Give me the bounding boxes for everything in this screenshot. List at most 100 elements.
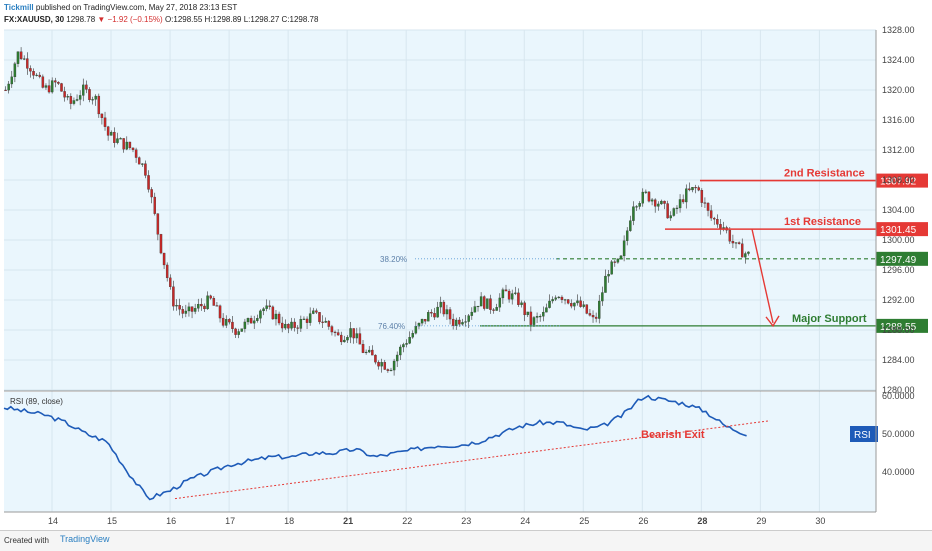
candle-body xyxy=(147,175,150,190)
candle-body xyxy=(274,313,278,320)
candle-body xyxy=(405,343,408,345)
candle-body xyxy=(731,241,735,244)
candle-body xyxy=(178,305,181,310)
candle-body xyxy=(109,131,113,136)
candle-body xyxy=(38,74,41,77)
candle-body xyxy=(448,309,452,320)
y-tick-label: 1304.00 xyxy=(882,205,915,215)
price-tag-label: 1307.92 xyxy=(880,177,917,188)
candle-body xyxy=(532,317,536,325)
candle-body xyxy=(156,213,160,235)
candle-body xyxy=(4,89,7,91)
ohlc-open: O:1298.55 xyxy=(164,15,203,24)
candle-body xyxy=(346,337,349,341)
x-tick-label: 15 xyxy=(107,516,117,526)
candle-body xyxy=(588,313,592,316)
candle-body xyxy=(554,297,557,300)
candle-body xyxy=(69,96,73,104)
candle-body xyxy=(427,312,430,322)
candle-body xyxy=(137,157,141,165)
candle-body xyxy=(358,333,362,345)
candle-body xyxy=(181,309,184,314)
candle-body xyxy=(327,320,331,327)
candle-body xyxy=(212,298,216,306)
candle-body xyxy=(545,307,548,313)
candle-body xyxy=(557,296,561,299)
candle-body xyxy=(638,203,641,207)
candle-body xyxy=(343,339,346,343)
candle-body xyxy=(657,203,660,207)
candle-body xyxy=(467,315,470,322)
candle-body xyxy=(355,333,359,339)
chart-header: Tickmill published on TradingView.com, M… xyxy=(0,0,932,26)
candle-body xyxy=(169,277,172,287)
candle-body xyxy=(380,362,383,367)
candle-body xyxy=(234,328,237,335)
candle-body xyxy=(175,305,178,307)
candle-body xyxy=(256,318,259,321)
candle-body xyxy=(228,319,231,323)
rsi-badge xyxy=(850,426,878,442)
candle-body xyxy=(498,297,502,308)
y-tick-label: 1284.00 xyxy=(882,355,915,365)
candle-body xyxy=(113,131,116,143)
candle-body xyxy=(613,261,617,263)
candle-body xyxy=(566,299,570,304)
candle-body xyxy=(63,91,66,98)
candle-body xyxy=(361,343,365,353)
candle-body xyxy=(106,126,110,136)
candle-body xyxy=(464,321,467,323)
candle-body xyxy=(445,309,449,315)
x-tick-label: 25 xyxy=(579,516,589,526)
candle-body xyxy=(653,199,657,207)
candle-body xyxy=(523,302,526,316)
candle-body xyxy=(535,316,539,318)
price-tag-label: 1288.55 xyxy=(880,322,917,333)
candle-body xyxy=(703,202,707,204)
candle-body xyxy=(159,234,163,254)
x-tick-label: 14 xyxy=(48,516,58,526)
candle-body xyxy=(635,206,638,208)
axes: 1328.00 1324.00 1320.00 1316.00 1312.00 1308.… xyxy=(4,26,915,526)
candle-body xyxy=(287,323,290,329)
candle-body xyxy=(510,293,514,300)
candle-body xyxy=(308,313,312,323)
price-tag xyxy=(876,251,928,266)
candle-body xyxy=(694,187,697,189)
candle-body xyxy=(495,307,498,311)
tradingview-logo[interactable]: TradingView xyxy=(60,534,110,544)
candle-body xyxy=(19,51,23,60)
brand-name[interactable]: Tickmill xyxy=(4,3,34,12)
projection-arrow xyxy=(751,228,774,324)
candle-body xyxy=(268,305,272,308)
rsi-tick-label: 50.0000 xyxy=(882,429,915,439)
candle-body xyxy=(551,299,554,302)
candle-body xyxy=(193,308,197,312)
candle-body xyxy=(302,318,306,320)
candle-body xyxy=(507,290,511,300)
candle-body xyxy=(66,96,69,98)
x-tick-label: 29 xyxy=(756,516,766,526)
candle-body xyxy=(41,76,45,88)
publish-line: Tickmill published on TradingView.com, M… xyxy=(4,3,237,12)
ohlc-low: L:1298.27 xyxy=(243,15,280,24)
candle-body xyxy=(299,319,303,329)
x-tick-label: 21 xyxy=(343,516,353,526)
candle-body xyxy=(7,83,10,91)
ohlc-high: H:1298.89 xyxy=(204,15,242,24)
candle-body xyxy=(367,349,371,353)
candle-body xyxy=(641,191,645,204)
y-tick-label: 1320.00 xyxy=(882,85,915,95)
candle-body xyxy=(44,85,48,88)
rsi-panel: 60.0000 50.0000 40.0000 RSI (89, close) Bear… xyxy=(3,391,915,501)
candle-body xyxy=(190,306,194,312)
candle-body xyxy=(184,310,188,314)
candle-body xyxy=(386,369,390,371)
candle-body xyxy=(280,322,284,329)
price-chart[interactable]: 2nd Resistance 1307.92 1st Resistance 1301.… xyxy=(0,26,932,530)
rsi-panel-background xyxy=(4,392,876,512)
candle-body xyxy=(737,242,741,244)
y-tick-label: 1288.00 xyxy=(882,325,915,335)
candle-body xyxy=(141,163,144,165)
x-tick-label: 30 xyxy=(815,516,825,526)
